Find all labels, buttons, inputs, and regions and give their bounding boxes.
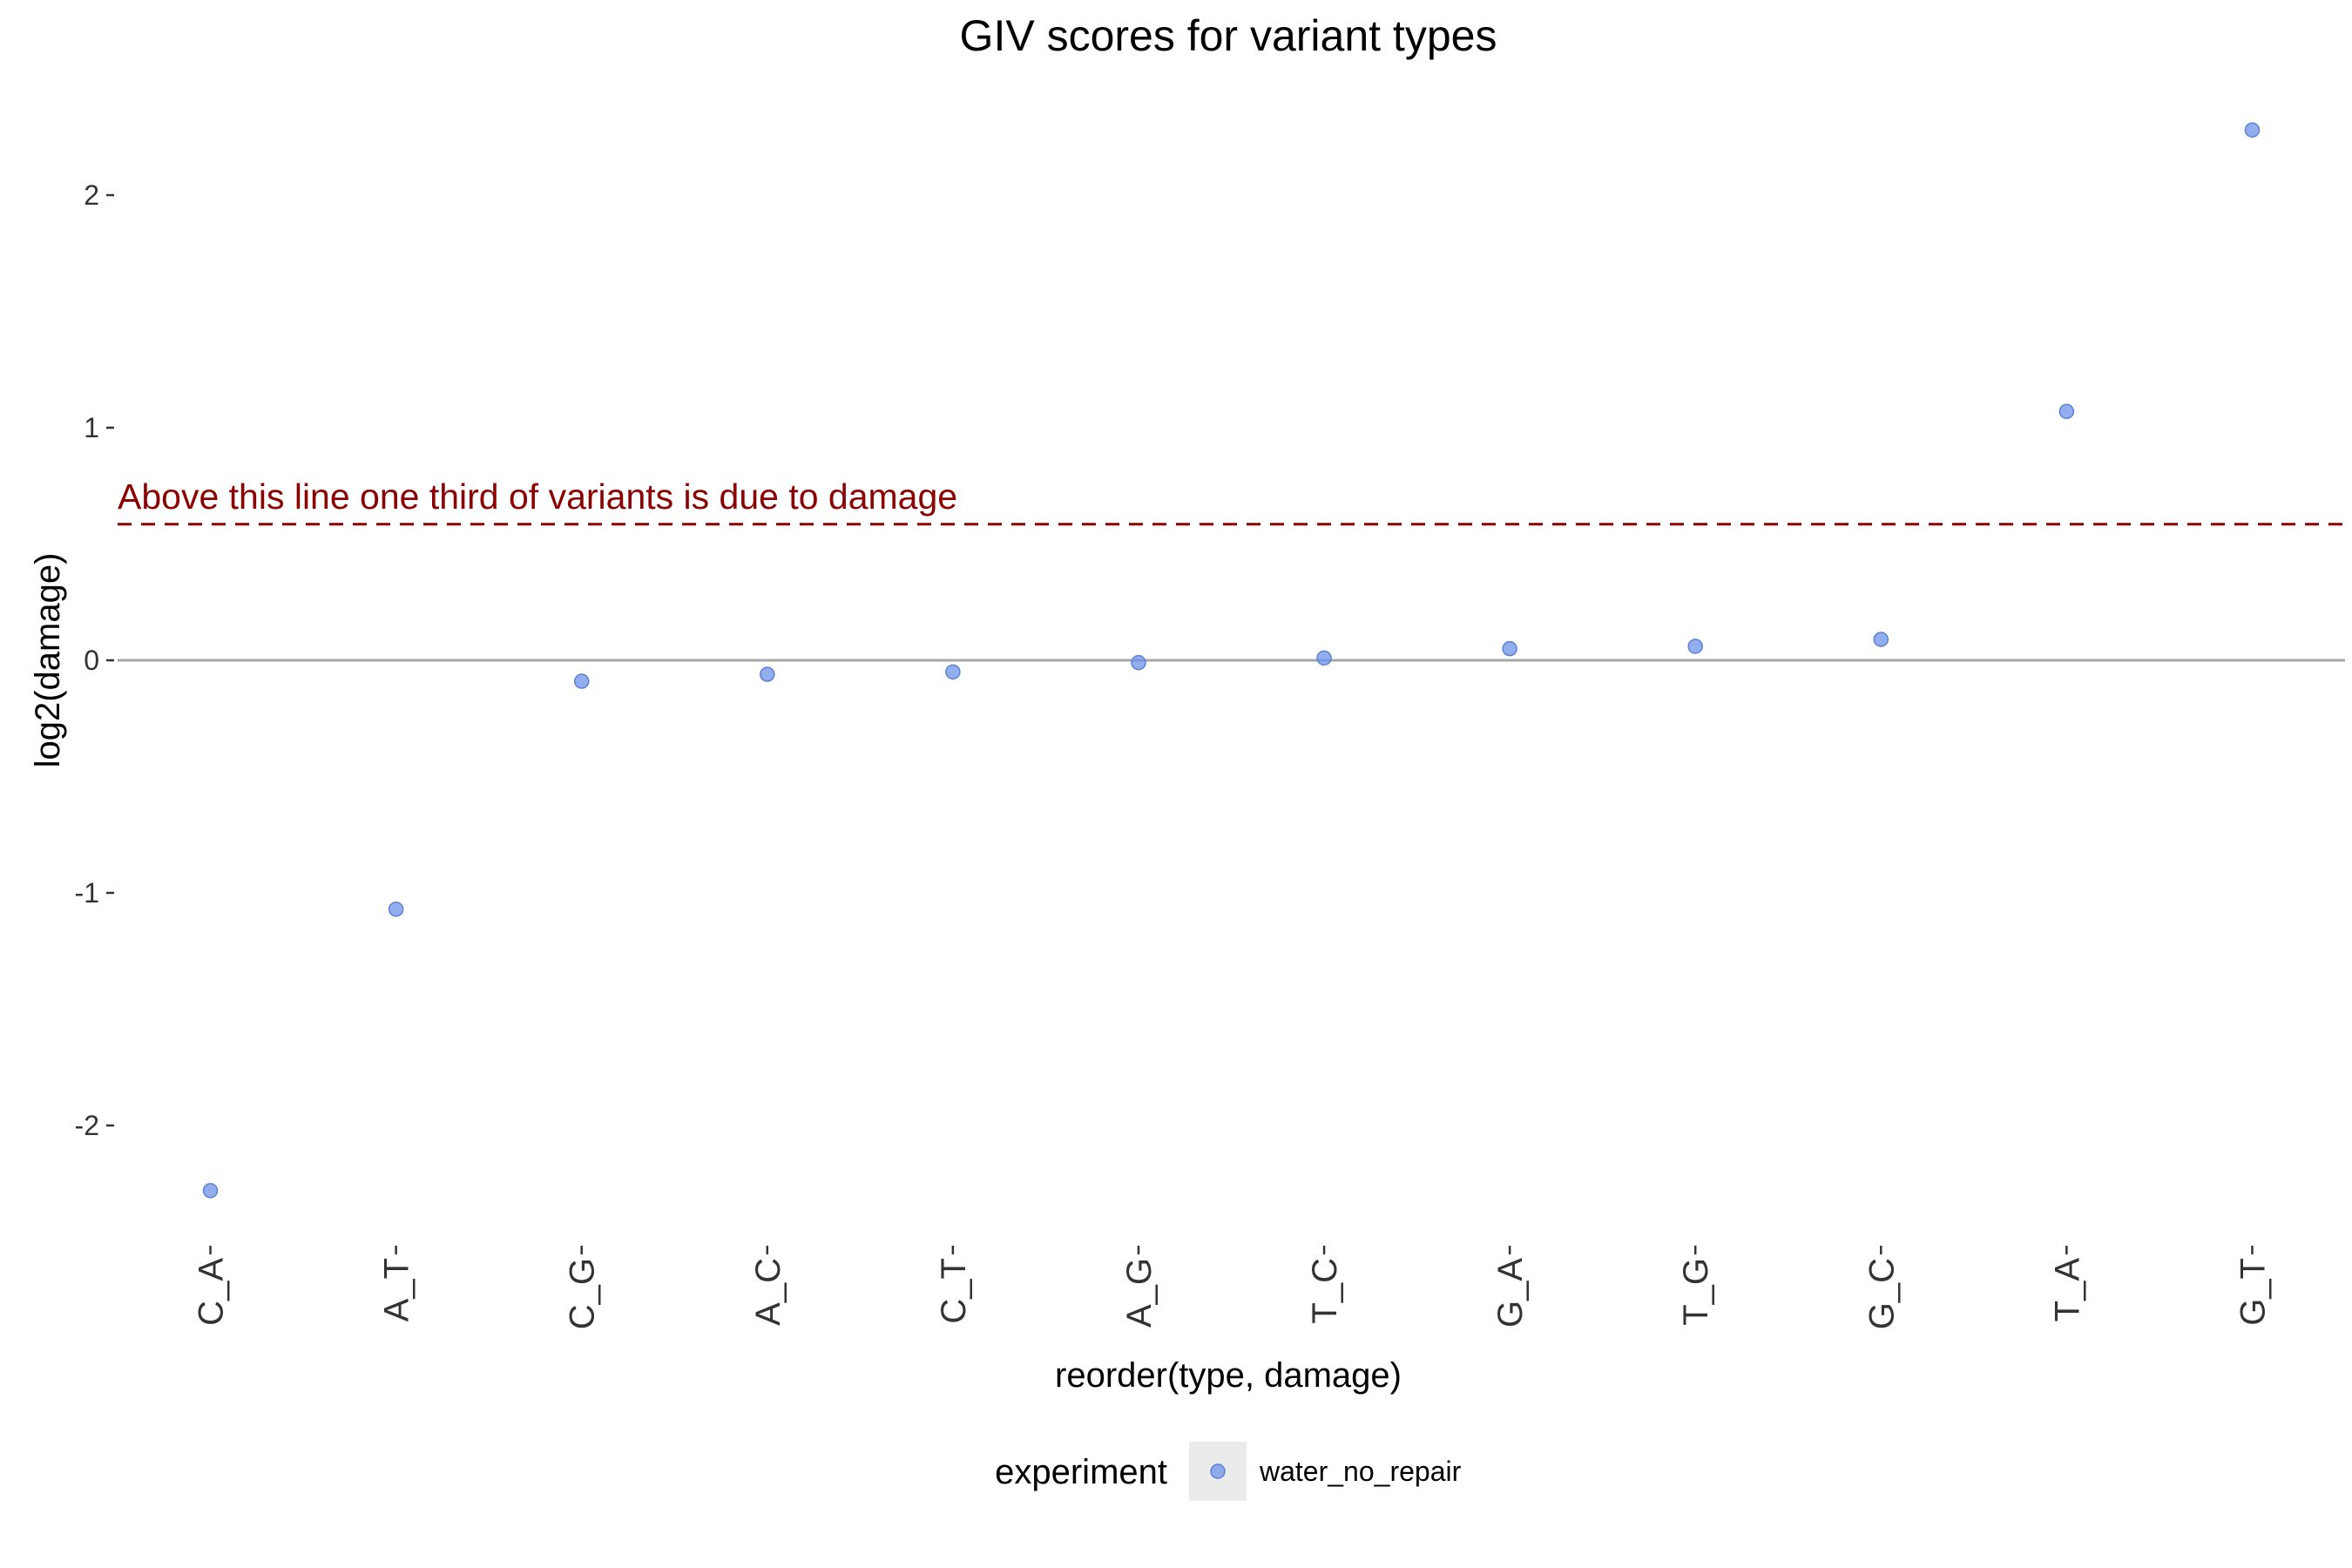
x-tick-label: G_A [1491, 1258, 1530, 1328]
x-tick-label: T_C [1306, 1258, 1344, 1324]
data-point [1316, 650, 1332, 666]
data-point [1502, 640, 1517, 657]
data-point [202, 1183, 219, 1199]
data-point [388, 901, 404, 917]
data-point [1131, 654, 1146, 671]
x-tick-label: T_G [1677, 1258, 1715, 1326]
x-axis-title: reorder(type, damage) [1055, 1356, 1402, 1395]
data-point [1873, 632, 1889, 647]
chart-title: GIV scores for variant types [960, 11, 1497, 60]
data-point [573, 673, 590, 689]
y-tick-label: 0 [84, 645, 99, 676]
y-tick-label: 2 [84, 179, 99, 211]
x-tick-label: A_T [378, 1258, 416, 1321]
x-tick-label: C_G [564, 1258, 602, 1329]
x-tick-label: G_T [2234, 1258, 2272, 1326]
legend-title: experiment [995, 1453, 1167, 1491]
x-tick-label: C_T [935, 1258, 973, 1324]
legend-label: water_no_repair [1259, 1456, 1462, 1487]
data-point [760, 666, 775, 682]
x-tick-label: A_G [1120, 1258, 1159, 1328]
y-tick-label: -1 [75, 877, 99, 909]
threshold-annotation: Above this line one third of variants is… [118, 476, 957, 517]
x-tick-label: C_A [193, 1258, 231, 1326]
x-tick-label: T_A [2048, 1258, 2086, 1322]
x-tick-label: G_C [1862, 1258, 1901, 1329]
data-point [2244, 122, 2261, 138]
data-point [945, 664, 961, 680]
y-tick-label: 1 [84, 412, 99, 443]
y-tick-label: -2 [75, 1110, 99, 1141]
legend: experiment water_no_repair [995, 1442, 1462, 1501]
data-point [2058, 403, 2075, 420]
y-axis-title: log2(damage) [29, 553, 67, 768]
legend-point-icon [1210, 1463, 1226, 1479]
x-tick-label: A_C [749, 1258, 787, 1326]
data-point [1687, 639, 1703, 654]
plot-panel: Above this line one third of variants is… [75, 122, 2345, 1329]
